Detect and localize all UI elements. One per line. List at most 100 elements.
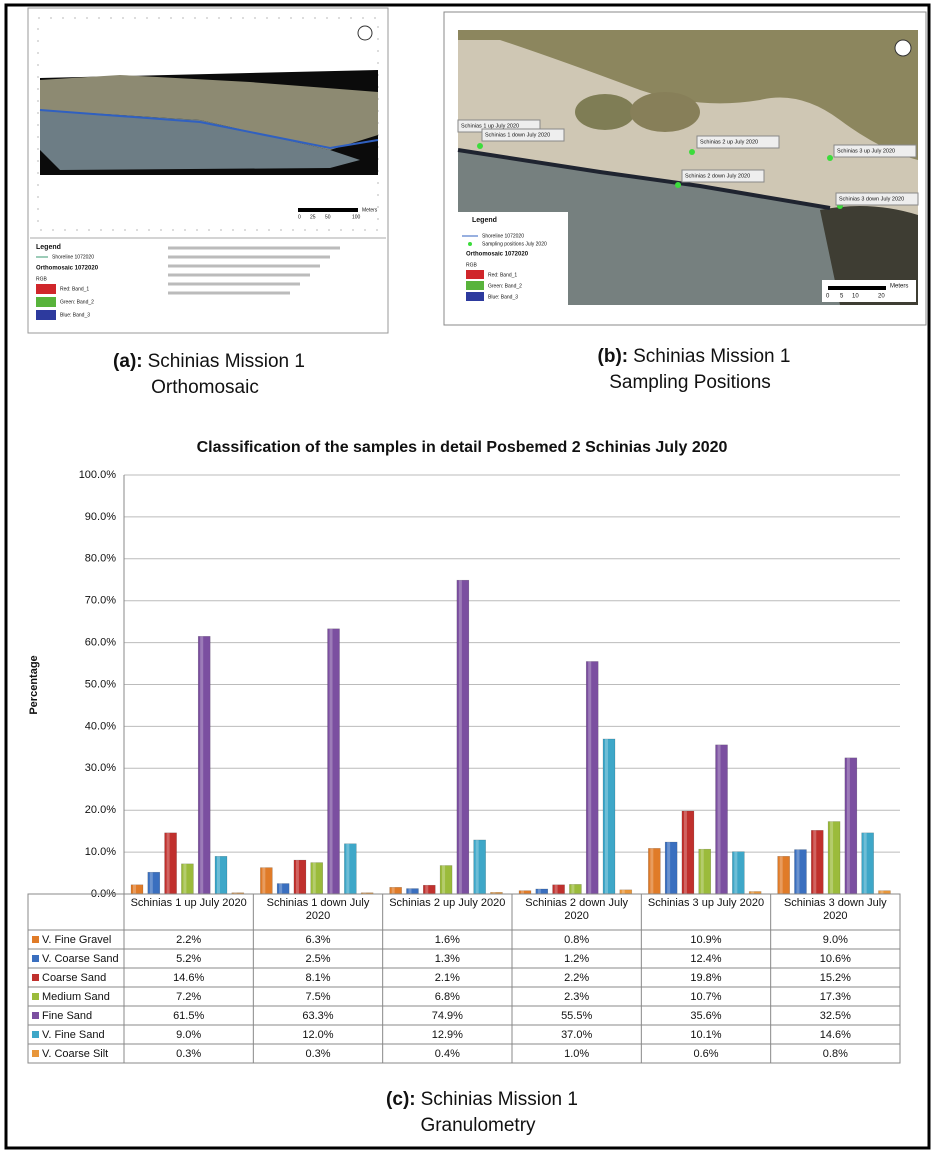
ortho-water (40, 110, 360, 170)
bar-highlight (667, 842, 671, 894)
y-tick-label: 50.0% (85, 678, 116, 690)
table-cell: 12.0% (302, 1029, 333, 1041)
bar (181, 863, 194, 895)
table-header: Schinias 2 down July 2020 (525, 897, 629, 922)
label: 0 (826, 294, 830, 300)
table-header-box: Schinias 3 up July 2020 (647, 897, 765, 909)
band-swatch (466, 270, 484, 279)
y-tick-label: 10.0% (85, 846, 116, 858)
table-cell: 1.6% (435, 934, 460, 946)
table-header: Schinias 3 up July 2020 (647, 897, 765, 909)
legend-swatch (32, 1012, 39, 1019)
table-cell: 2.2% (176, 934, 201, 946)
caption-line: Orthomosaic (151, 377, 259, 398)
site-box (833, 144, 917, 158)
photo-veg (630, 92, 700, 132)
table-cell: 2.1% (435, 972, 460, 984)
bar-highlight (458, 580, 462, 894)
bar-highlight (279, 883, 283, 894)
table-cell: 63.3% (302, 1010, 333, 1022)
bar (569, 884, 582, 895)
north-arrow (894, 39, 912, 57)
y-tick-label: 80.0% (85, 553, 116, 565)
caption-label: (b): (598, 346, 629, 367)
label: RGB (36, 276, 48, 282)
band-swatch (36, 310, 56, 320)
bar (698, 848, 711, 895)
table-cell: 2.5% (305, 953, 330, 965)
site-box (481, 128, 565, 142)
bar (844, 757, 858, 895)
table-cell: 55.5% (561, 1010, 592, 1022)
bar (732, 851, 745, 895)
label: Red: Band_1 (488, 272, 517, 278)
table-header: Schinias 3 down July 2020 (783, 897, 887, 922)
legend-box (458, 212, 568, 305)
bar (585, 661, 599, 895)
legend-label: V. Coarse Silt (42, 1048, 108, 1060)
bar (648, 848, 661, 895)
bar (681, 810, 695, 895)
bar (164, 832, 177, 895)
caption-text: Orthomosaic (151, 377, 259, 398)
bar-highlight (846, 757, 850, 894)
bar-highlight (830, 821, 834, 894)
table-cell: 14.6% (820, 1029, 851, 1041)
bar-highlight (363, 892, 367, 894)
legend-swatch (32, 955, 39, 962)
table-cell: 9.0% (823, 934, 848, 946)
table-cell: 9.0% (176, 1029, 201, 1041)
bar-highlight (475, 839, 479, 894)
legend-swatch (32, 1031, 39, 1038)
label: Blue: Band_3 (488, 294, 518, 300)
label: Red: Band_1 (60, 286, 89, 292)
table-cell: 1.0% (564, 1048, 589, 1060)
caption-text: Schinias Mission 1 (421, 1089, 578, 1110)
table-cell: 10.9% (690, 934, 721, 946)
scale-bar (298, 208, 358, 212)
bar (777, 856, 790, 895)
legend-label: V. Fine Sand (42, 1029, 105, 1041)
bar (473, 839, 486, 895)
bar (423, 884, 436, 895)
table-cell: 1.2% (564, 953, 589, 965)
y-tick-label: 30.0% (85, 762, 116, 774)
label: 0 (298, 214, 301, 220)
caption-text: Schinias Mission 1 (633, 346, 790, 367)
label: 25 (310, 214, 316, 220)
bar-highlight (734, 851, 738, 894)
bar-highlight (391, 887, 395, 894)
ortho-land (40, 75, 378, 150)
bar-highlight (796, 849, 800, 894)
caption-line: (c): Schinias Mission 1 (386, 1089, 578, 1110)
legend-swatch (32, 1050, 39, 1057)
table-cell: 0.4% (435, 1048, 460, 1060)
table-cell: 2.2% (564, 972, 589, 984)
chart-title: Classification of the samples in detail … (197, 439, 728, 456)
bar (147, 871, 161, 895)
bar-highlight (717, 744, 721, 894)
legend-point (468, 242, 472, 246)
bar (552, 884, 565, 895)
bar (535, 888, 549, 895)
bar-highlight (329, 628, 333, 894)
bar-highlight (880, 890, 884, 894)
table-cell: 10.7% (690, 991, 721, 1003)
label: Blue: Band_3 (60, 312, 90, 318)
bar-highlight (233, 892, 237, 894)
bar (861, 832, 874, 895)
bar-highlight (588, 661, 592, 894)
band-swatch (466, 292, 484, 301)
label: Legend (472, 217, 497, 224)
label: Shoreline 1072020 (482, 233, 524, 239)
bar (406, 888, 419, 895)
caption: (c): Schinias Mission 1 Granulometry (386, 1089, 578, 1136)
bar-highlight (183, 863, 187, 894)
bar (327, 628, 340, 895)
site-box (835, 192, 919, 206)
label: Schinias 2 down July 2020 (685, 173, 750, 179)
sample-point (689, 149, 695, 155)
bar-highlight (346, 843, 350, 894)
caption-text: Schinias Mission 1 (148, 351, 305, 372)
